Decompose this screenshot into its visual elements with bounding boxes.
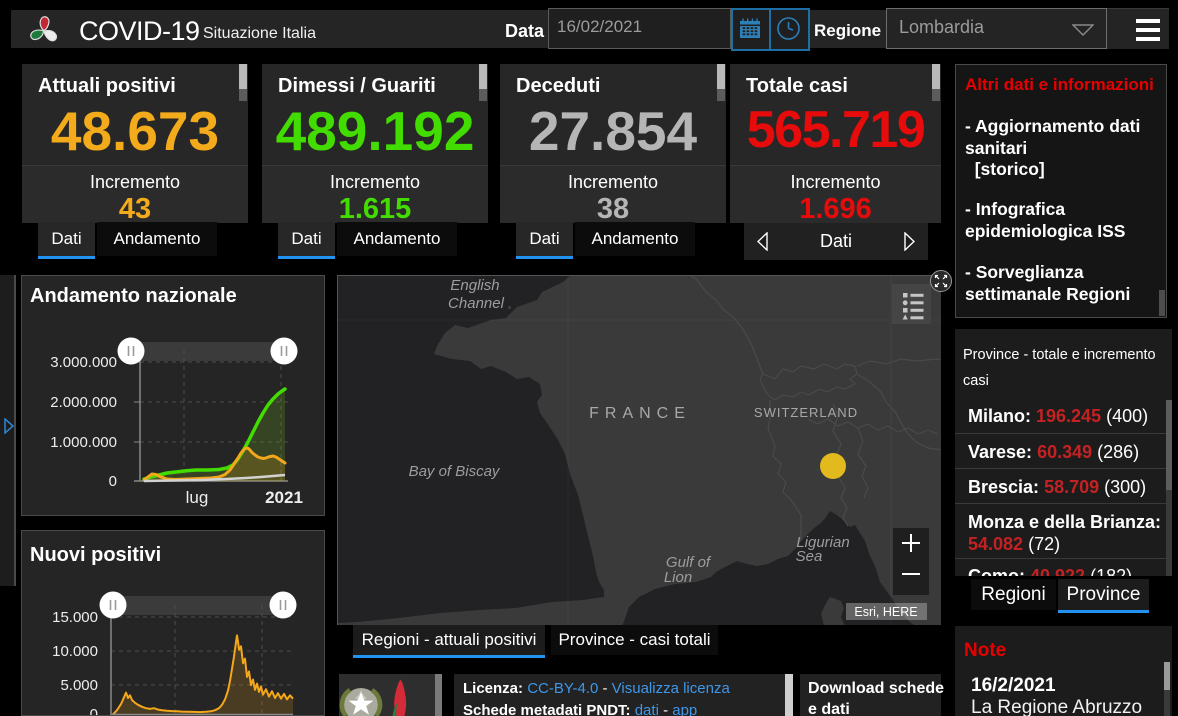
svg-text:Lion: Lion [664, 569, 692, 586]
svg-text:2.000.000: 2.000.000 [50, 394, 117, 411]
svg-text:1.000.000: 1.000.000 [50, 434, 117, 451]
svg-text:3.000.000: 3.000.000 [50, 354, 117, 371]
svg-text:15.000: 15.000 [52, 609, 98, 626]
svg-text:FRANCE: FRANCE [589, 405, 691, 422]
svg-text:5.000: 5.000 [60, 677, 98, 694]
svg-text:lug: lug [186, 488, 209, 507]
svg-text:SWITZERLAND: SWITZERLAND [754, 405, 858, 420]
svg-text:Channel: Channel [448, 295, 505, 312]
svg-text:Bay of Biscay: Bay of Biscay [409, 463, 501, 480]
svg-text:Gulf of: Gulf of [666, 554, 712, 571]
svg-text:English: English [450, 277, 499, 294]
svg-text:Ligurian: Ligurian [796, 534, 849, 551]
svg-text:Esri, HERE: Esri, HERE [854, 605, 917, 619]
svg-text:0: 0 [109, 473, 117, 490]
svg-text:0: 0 [90, 706, 98, 715]
svg-text:2021: 2021 [265, 488, 303, 507]
svg-text:10.000: 10.000 [52, 643, 98, 660]
svg-text:Sea: Sea [796, 548, 823, 565]
